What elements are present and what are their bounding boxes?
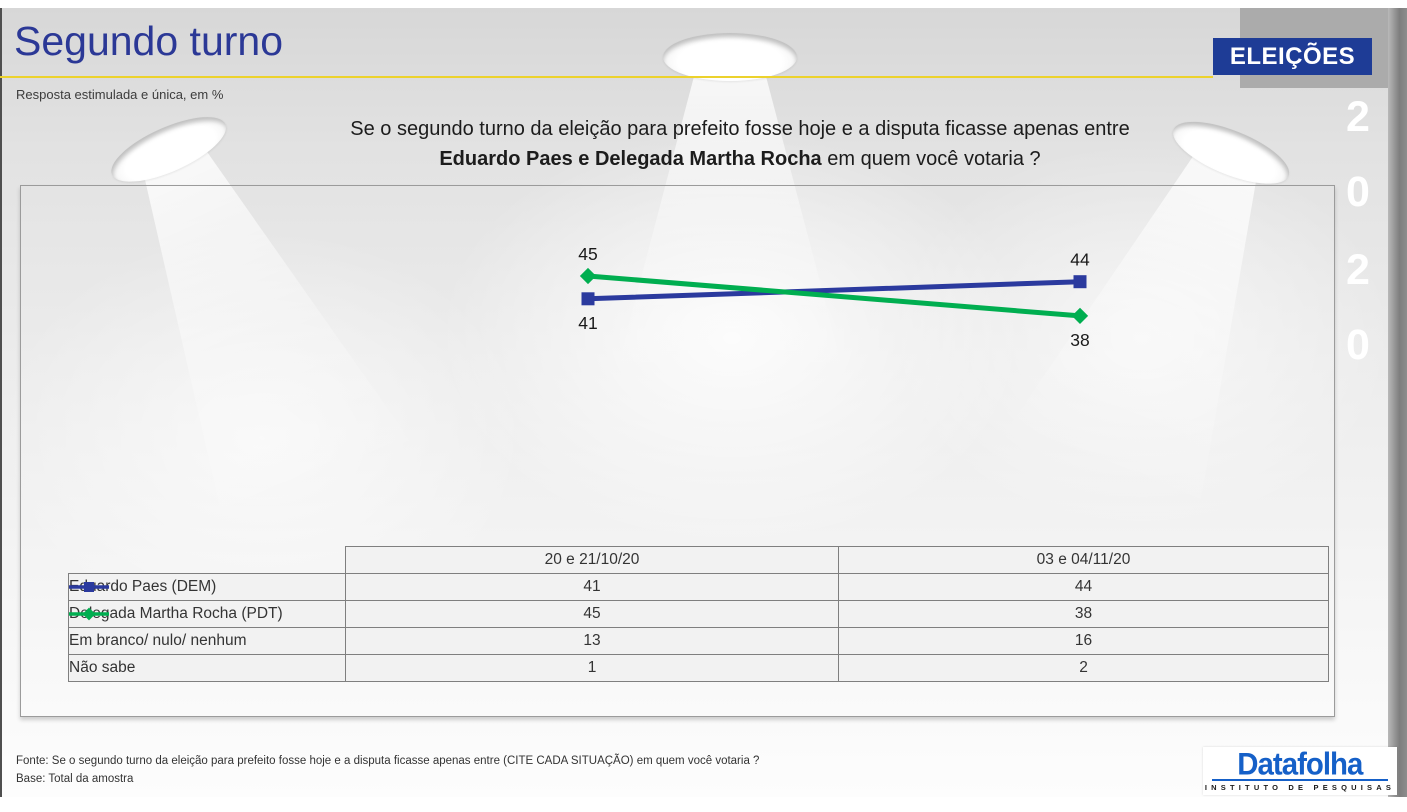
question-line2-rest: em quem você votaria ? (821, 148, 1041, 170)
bottom-white-bar (0, 797, 1407, 812)
year-digit: 2 (1346, 246, 1370, 294)
table-row: Não sabe 1 2 (68, 654, 1329, 682)
table-header-row: 20 e 21/10/20 03 e 04/11/20 (69, 546, 1329, 574)
year-digit: 0 (1346, 321, 1370, 369)
right-edge-band (1388, 8, 1407, 797)
row-label-naosabe: Não sabe (68, 654, 346, 682)
top-white-bar (0, 0, 1407, 8)
svg-text:45: 45 (578, 244, 597, 264)
column-header-wave1: 20 e 21/10/20 (345, 546, 839, 574)
footer-source: Fonte: Se o segundo turno da eleição par… (16, 755, 760, 767)
cell-value: 2 (838, 654, 1329, 682)
datafolha-logo: Datafolha INSTITUTO DE PESQUISAS (1203, 747, 1397, 795)
page-title: Segundo turno (14, 18, 284, 64)
table-row: Em branco/ nulo/ nenhum 13 16 (68, 627, 1329, 655)
datafolha-logo-rule (1212, 778, 1388, 781)
svg-text:38: 38 (1070, 330, 1089, 350)
cell-value: 13 (345, 627, 839, 655)
question-text: Se o segundo turno da eleição para prefe… (250, 114, 1230, 174)
footer-base: Base: Total da amostra (16, 773, 134, 785)
paes-series-marker-icon (69, 580, 110, 594)
row-label-paes: Eduardo Paes (DEM) (68, 573, 346, 601)
subtitle: Resposta estimulada e única, em % (16, 87, 224, 102)
cell-value: 41 (345, 573, 839, 601)
martha-series-marker-icon (69, 607, 110, 621)
row-label-martha: Delegada Martha Rocha (PDT) (68, 600, 346, 628)
question-candidates: Eduardo Paes e Delegada Martha Rocha (439, 148, 822, 170)
line-chart: 41 44 45 38 (578, 244, 1090, 350)
cell-value: 1 (345, 654, 839, 682)
svg-text:44: 44 (1070, 250, 1090, 270)
cell-value: 16 (838, 627, 1329, 655)
question-line1: Se o segundo turno da eleição para prefe… (350, 118, 1130, 140)
svg-text:41: 41 (578, 313, 597, 333)
cell-value: 38 (838, 600, 1329, 628)
title-divider (0, 76, 1213, 78)
results-table: 20 e 21/10/20 03 e 04/11/20 Eduardo Paes… (68, 546, 1329, 682)
cell-value: 45 (345, 600, 839, 628)
table-row: Eduardo Paes (DEM) 41 44 (68, 573, 1329, 601)
eleicoes-badge: ELEIÇÕES (1213, 38, 1372, 75)
datafolha-logo-tagline: INSTITUTO DE PESQUISAS (1204, 782, 1396, 792)
chart-panel (20, 185, 1335, 717)
column-header-wave2: 03 e 04/11/20 (838, 546, 1329, 574)
row-label-branco: Em branco/ nulo/ nenhum (68, 627, 346, 655)
table-row: Delegada Martha Rocha (PDT) 45 38 (68, 600, 1329, 628)
corner-cell (69, 547, 346, 574)
year-digit: 0 (1346, 168, 1370, 216)
cell-value: 44 (838, 573, 1329, 601)
year-digit: 2 (1346, 93, 1370, 141)
datafolha-logo-name: Datafolha (1237, 746, 1363, 782)
